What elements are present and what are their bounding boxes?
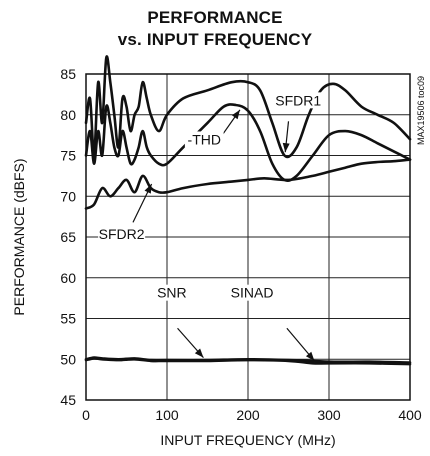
- y-tick-label: 60: [60, 270, 76, 286]
- y-tick-label: 75: [60, 148, 76, 164]
- x-axis-label: INPUT FREQUENCY (MHz): [160, 432, 335, 448]
- annotation-bg-thd: [184, 131, 224, 148]
- chart-subtitle: vs. INPUT FREQUENCY: [117, 30, 313, 49]
- y-tick-label: 85: [60, 66, 76, 82]
- x-tick-label: 100: [155, 407, 179, 423]
- series-line-sinad: [84, 357, 412, 366]
- annotation-label-sfdr2: SFDR2: [99, 226, 145, 242]
- y-tick-label: 50: [60, 351, 76, 367]
- annotation-arrowhead-sinad: [305, 351, 315, 361]
- annotation-arrowhead-sfdr1: [282, 142, 290, 153]
- x-tick-label: 200: [236, 407, 260, 423]
- x-tick-label: 300: [317, 407, 341, 423]
- plot-frame: [85, 73, 411, 401]
- annotation-arrowhead-sfdr2: [144, 184, 152, 194]
- annotation-bg-snr: [156, 284, 188, 301]
- chart-title: PERFORMANCE: [147, 8, 283, 27]
- x-tick-label: 0: [82, 407, 90, 423]
- y-tick-label: 80: [60, 107, 76, 123]
- annotation-label-thd: -THD: [188, 131, 221, 147]
- side-label: MAX19506 toc09: [416, 76, 426, 145]
- series-line-sfdr2: [84, 158, 412, 210]
- y-tick-label: 70: [60, 188, 76, 204]
- series-line-sfdr1: [84, 55, 412, 159]
- x-tick-label: 400: [398, 407, 422, 423]
- annotation-label-snr: SNR: [157, 285, 187, 301]
- annotation-label-sinad: SINAD: [231, 285, 274, 301]
- series-line-thd: [84, 103, 412, 183]
- annotation-label-sfdr1: SFDR1: [275, 92, 321, 108]
- y-axis-label: PERFORMANCE (dBFS): [11, 158, 27, 315]
- annotation-bg-sinad: [228, 284, 276, 301]
- y-tick-label: 45: [60, 392, 76, 408]
- y-tick-label: 55: [60, 311, 76, 327]
- annotation-arrowhead-thd: [231, 109, 240, 120]
- annotation-bg-sfdr1: [274, 92, 322, 109]
- y-tick-label: 65: [60, 229, 76, 245]
- annotation-bg-sfdr2: [98, 226, 146, 242]
- annotation-arrowhead-snr: [194, 348, 204, 358]
